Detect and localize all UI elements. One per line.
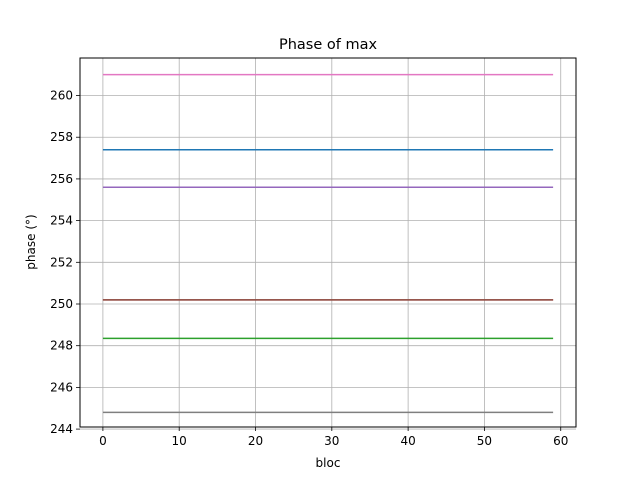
y-tick-label: 244 [50,422,73,436]
x-tick-label: 50 [477,434,492,448]
y-tick-label: 254 [50,214,73,228]
y-tick-label: 256 [50,172,73,186]
x-tick-label: 30 [324,434,339,448]
plot-frame [79,57,577,428]
y-tick-label: 250 [50,297,73,311]
y-axis: 244 246 248 250 252 254 256 258 260 [50,89,80,436]
x-axis: 0 10 20 30 40 50 60 [99,427,568,448]
x-tick-label: 20 [248,434,263,448]
y-axis-label: phase (°) [24,214,38,269]
y-tick-label: 248 [50,339,73,353]
chart-title: Phase of max [279,37,377,53]
x-tick-label: 60 [553,434,568,448]
y-tick-label: 260 [50,89,73,103]
x-tick-label: 10 [172,434,187,448]
series-group [102,73,554,414]
x-tick-label: 0 [99,434,107,448]
y-tick-label: 258 [50,130,73,144]
x-axis-label: bloc [316,456,341,470]
grid [80,58,576,430]
x-tick-label: 40 [400,434,415,448]
y-tick-label: 246 [50,380,73,394]
y-tick-label: 252 [50,255,73,269]
